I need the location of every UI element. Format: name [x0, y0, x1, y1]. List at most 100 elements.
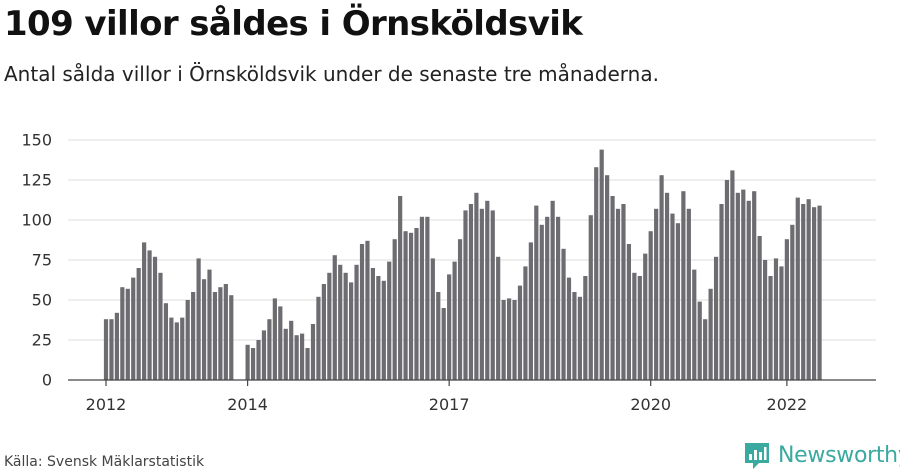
bar [267, 319, 272, 380]
bar [201, 279, 207, 380]
bar [697, 301, 702, 380]
bar [381, 280, 386, 380]
bar [610, 196, 615, 380]
bar [414, 228, 419, 380]
bar [812, 207, 817, 380]
bar [779, 266, 784, 380]
bar [212, 292, 218, 380]
bar [517, 285, 523, 380]
bar [621, 204, 626, 380]
annotations: 109 [831, 0, 863, 5]
bar [272, 298, 277, 380]
bar [316, 296, 321, 380]
bar [632, 272, 637, 380]
bar [752, 191, 757, 380]
bar [370, 268, 375, 380]
y-tick-label: 75 [32, 251, 52, 270]
bar [398, 196, 403, 380]
brand-name: Newsworthy [778, 443, 900, 468]
bar [218, 287, 223, 380]
bar [408, 232, 414, 380]
bar [294, 335, 299, 380]
bar [599, 149, 604, 380]
bar [539, 224, 544, 380]
bar [425, 216, 430, 380]
bar [338, 264, 343, 380]
bar [675, 223, 681, 380]
bar [289, 320, 294, 380]
bar [654, 208, 659, 380]
bar [741, 189, 746, 380]
bar [577, 296, 582, 380]
bar [430, 258, 435, 380]
bar [261, 330, 267, 380]
bar [648, 231, 653, 380]
bar [169, 317, 174, 380]
bar [790, 224, 795, 380]
bar [114, 312, 119, 380]
bar [670, 213, 675, 380]
bars [103, 149, 822, 380]
x-tick-label: 2022 [767, 395, 808, 414]
bar [387, 261, 392, 380]
bar [359, 244, 365, 380]
bar [817, 205, 822, 380]
x-axis: 2012 2014 2017 2020 2022 [86, 380, 808, 414]
bar [125, 288, 130, 380]
bar [256, 340, 261, 380]
bar [801, 204, 806, 380]
bar [191, 292, 196, 380]
bar [566, 277, 572, 380]
x-tick-label: 2012 [86, 395, 127, 414]
x-tick-label: 2014 [227, 395, 268, 414]
bar [305, 348, 310, 380]
bar [528, 242, 533, 380]
bar [703, 319, 708, 380]
bar [174, 322, 179, 380]
bar [664, 192, 670, 380]
bar [403, 231, 408, 380]
y-tick-label: 150 [21, 131, 52, 150]
bar [321, 284, 326, 380]
bar [376, 276, 381, 380]
bar [419, 216, 425, 380]
bar [806, 199, 811, 380]
bar [131, 277, 136, 380]
bar [136, 268, 141, 380]
bar [784, 239, 789, 380]
bar [730, 170, 735, 380]
bar [490, 210, 495, 380]
brand-logo: Newsworthy [744, 442, 900, 470]
bar [207, 269, 212, 380]
bar [713, 256, 719, 380]
bar [147, 250, 152, 380]
bar [561, 248, 566, 380]
bar [327, 272, 332, 380]
bar [223, 284, 228, 380]
bar [120, 287, 125, 380]
newsworthy-logo-icon [745, 443, 769, 469]
bar [163, 303, 169, 380]
bar [762, 260, 768, 380]
bar [245, 344, 250, 380]
bar [468, 204, 474, 380]
bar [637, 276, 642, 380]
bar [534, 205, 539, 380]
bar [349, 282, 354, 380]
bar [196, 258, 201, 380]
bar [594, 167, 599, 380]
bar [773, 258, 779, 380]
y-tick-label: 100 [21, 211, 52, 230]
value-label: 109 [831, 0, 863, 5]
bar [283, 328, 288, 380]
bar [103, 319, 109, 380]
bar [158, 272, 163, 380]
bar [142, 242, 147, 380]
y-axis: 0 25 50 75 100 125 150 [21, 131, 52, 390]
bar [441, 308, 446, 380]
bar [545, 216, 550, 380]
bar [501, 300, 506, 380]
bar [457, 239, 463, 380]
bar [354, 264, 359, 380]
bar [643, 253, 648, 380]
